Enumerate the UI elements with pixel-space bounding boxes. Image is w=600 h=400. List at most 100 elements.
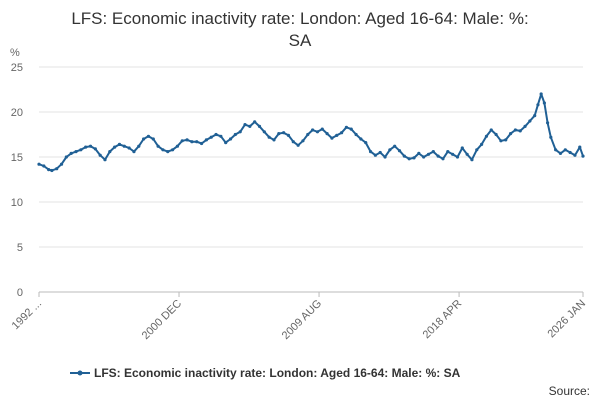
data-point bbox=[282, 131, 286, 135]
data-point bbox=[267, 135, 271, 139]
data-point bbox=[460, 146, 464, 150]
data-point bbox=[296, 143, 300, 147]
data-point bbox=[402, 154, 406, 158]
legend: LFS: Economic inactivity rate: London: A… bbox=[70, 366, 461, 380]
data-point bbox=[426, 152, 431, 156]
data-point bbox=[335, 133, 339, 137]
data-point bbox=[286, 133, 291, 137]
data-point bbox=[542, 101, 546, 105]
y-tick-label-10: 10 bbox=[11, 197, 23, 209]
data-point bbox=[422, 155, 426, 159]
chart-title-line-1: LFS: Economic inactivity rate: London: A… bbox=[71, 9, 528, 28]
data-point bbox=[238, 130, 242, 134]
data-point bbox=[262, 130, 266, 134]
data-point bbox=[170, 148, 175, 152]
data-point bbox=[55, 167, 59, 171]
data-point bbox=[539, 92, 543, 96]
legend-label: LFS: Economic inactivity rate: London: A… bbox=[94, 366, 461, 380]
data-point bbox=[204, 138, 208, 142]
data-point bbox=[180, 139, 184, 143]
data-point bbox=[378, 150, 382, 155]
data-point bbox=[209, 135, 213, 139]
x-tick-label-4: 2026 JAN bbox=[545, 298, 588, 341]
y-tick-label-25: 25 bbox=[11, 62, 23, 74]
x-tick-label-1: 2000 DEC bbox=[140, 298, 184, 342]
data-point bbox=[175, 144, 180, 148]
data-point bbox=[383, 155, 387, 159]
data-point bbox=[291, 140, 295, 144]
data-point bbox=[518, 129, 522, 133]
data-point bbox=[359, 137, 363, 141]
data-point bbox=[417, 151, 421, 155]
data-point bbox=[554, 148, 558, 152]
data-point bbox=[79, 148, 83, 152]
data-point bbox=[431, 150, 435, 154]
data-point bbox=[549, 135, 553, 139]
data-point bbox=[248, 124, 252, 128]
series bbox=[37, 92, 585, 173]
data-point bbox=[37, 162, 41, 166]
data-point bbox=[373, 153, 377, 157]
data-point bbox=[494, 132, 498, 137]
data-point bbox=[545, 121, 550, 125]
data-point bbox=[465, 152, 469, 156]
data-point bbox=[499, 139, 503, 143]
data-point bbox=[407, 157, 411, 161]
data-point bbox=[113, 145, 117, 149]
data-point bbox=[195, 140, 199, 144]
data-point bbox=[243, 123, 247, 127]
legend-swatch-marker bbox=[77, 370, 83, 376]
data-point bbox=[412, 156, 416, 160]
data-point bbox=[451, 152, 455, 156]
data-point bbox=[69, 151, 73, 155]
data-point bbox=[47, 168, 51, 172]
data-point bbox=[219, 134, 223, 138]
data-point bbox=[573, 153, 577, 157]
data-point bbox=[315, 130, 320, 134]
data-point bbox=[470, 158, 474, 162]
data-point bbox=[533, 114, 537, 118]
data-point bbox=[132, 150, 136, 154]
data-point bbox=[330, 136, 334, 140]
data-point bbox=[441, 157, 445, 161]
data-point bbox=[93, 147, 97, 151]
data-point bbox=[581, 154, 585, 158]
data-point bbox=[156, 144, 160, 148]
data-point bbox=[137, 144, 141, 148]
data-point bbox=[185, 138, 189, 142]
series-line-0 bbox=[38, 93, 584, 172]
data-point bbox=[127, 146, 131, 150]
data-point bbox=[344, 125, 349, 129]
data-point bbox=[277, 132, 281, 136]
data-point bbox=[578, 145, 582, 149]
data-point bbox=[484, 134, 489, 138]
data-point bbox=[368, 150, 373, 154]
data-point bbox=[568, 150, 572, 155]
y-axis-label: % bbox=[10, 47, 20, 59]
data-point bbox=[513, 128, 518, 132]
data-point bbox=[306, 132, 310, 137]
data-point bbox=[311, 128, 315, 132]
data-point bbox=[199, 141, 204, 146]
data-point bbox=[446, 150, 450, 154]
data-point bbox=[523, 124, 527, 128]
data-point bbox=[64, 155, 68, 159]
data-point bbox=[224, 141, 228, 145]
data-point bbox=[536, 103, 540, 107]
data-point bbox=[190, 140, 194, 144]
data-point bbox=[272, 138, 276, 142]
data-point bbox=[480, 142, 484, 146]
data-point bbox=[301, 139, 305, 143]
data-point bbox=[146, 134, 151, 138]
data-point bbox=[151, 137, 155, 141]
grid bbox=[39, 66, 583, 293]
data-point bbox=[88, 144, 93, 148]
data-point bbox=[50, 168, 54, 173]
data-point bbox=[161, 148, 165, 152]
data-point bbox=[489, 128, 493, 132]
data-point bbox=[563, 148, 567, 152]
data-point bbox=[325, 132, 329, 136]
data-point bbox=[117, 142, 122, 146]
data-point bbox=[59, 162, 64, 166]
data-point bbox=[103, 158, 107, 162]
